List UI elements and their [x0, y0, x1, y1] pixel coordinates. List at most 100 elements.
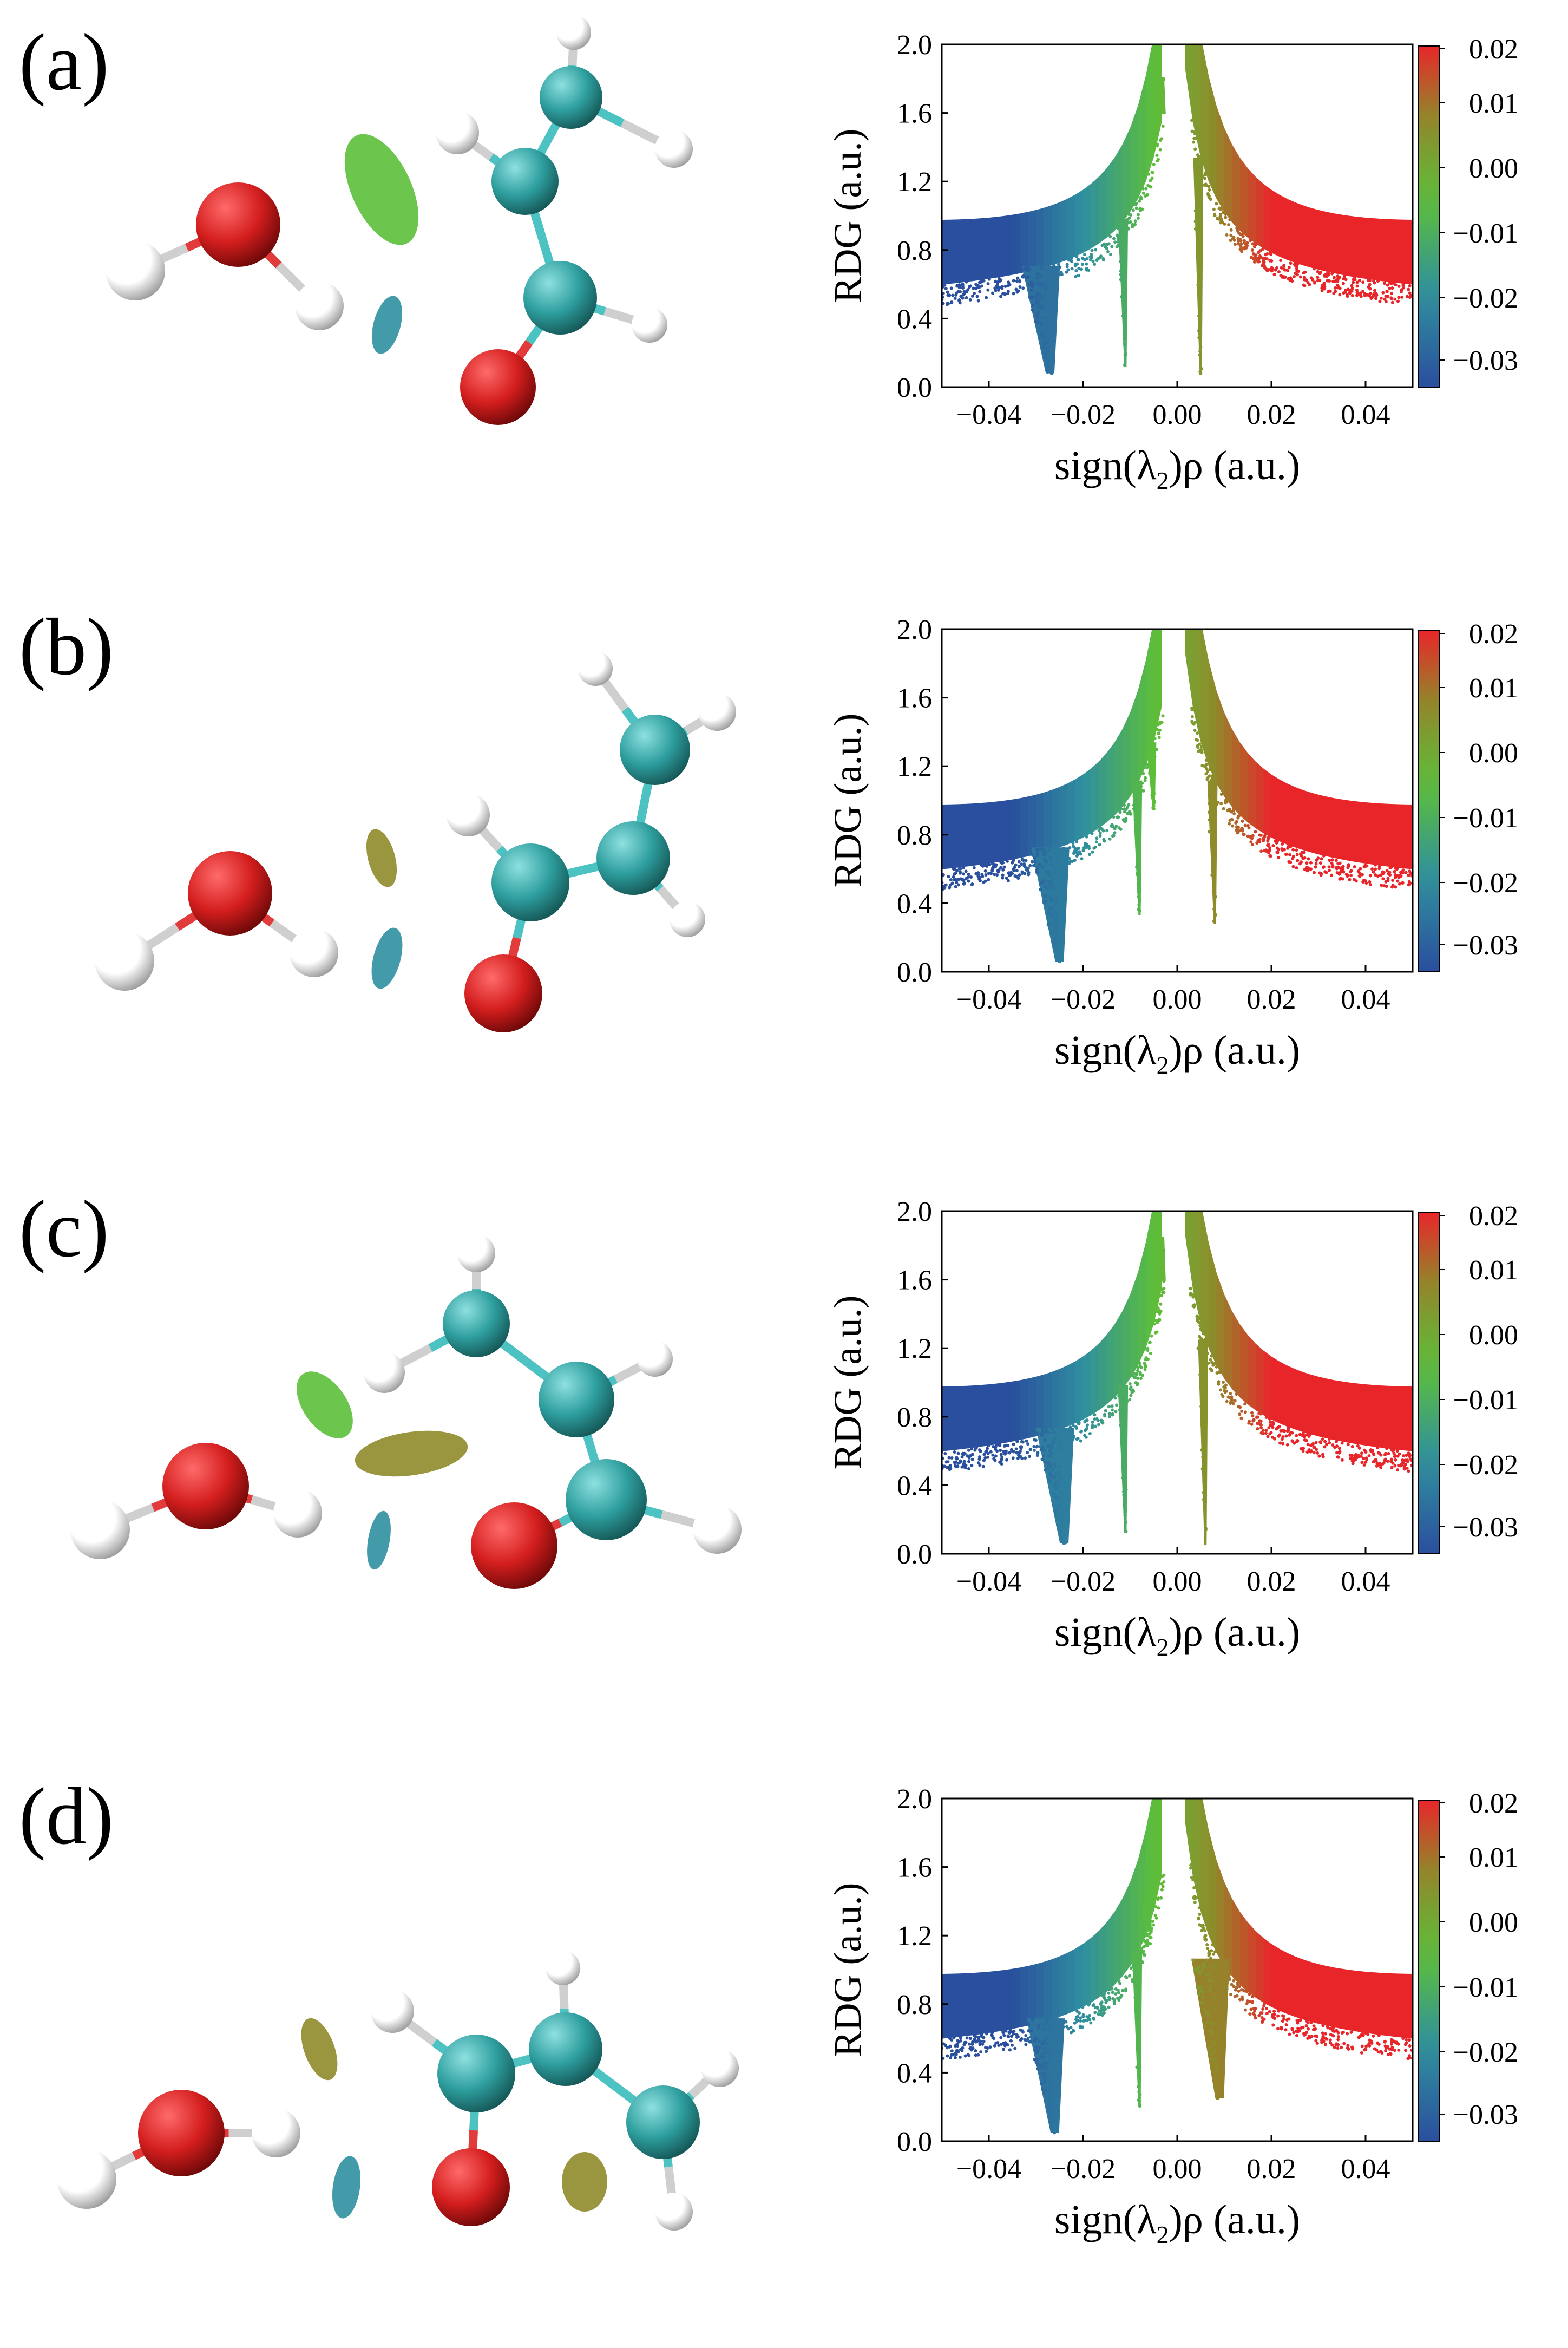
rdg-point: [1147, 1856, 1152, 1860]
rdg-point: [1136, 1369, 1139, 1372]
rdg-point: [1397, 296, 1401, 299]
rdg-point: [1197, 1317, 1201, 1321]
rdg-point: [1228, 819, 1232, 822]
panel-label: (b): [19, 602, 114, 692]
rdg-band-segment: [1052, 202, 1060, 266]
rdg-point: [1321, 2035, 1325, 2038]
rdg-point: [1050, 899, 1054, 903]
rdg-point: [1311, 2027, 1315, 2031]
rdg-point: [1211, 859, 1215, 863]
rdg-scatter-plot: 0.00.40.81.21.62.0−0.04 −0.02 0.00 0.02 0.04…: [826, 30, 1518, 494]
rdg-point: [1387, 1451, 1390, 1455]
rdg-point: [986, 1452, 990, 1456]
rdg-point: [1336, 2046, 1340, 2050]
rdg-point: [1091, 1421, 1094, 1424]
rdg-point: [981, 874, 985, 878]
rdg-point: [994, 279, 998, 283]
rdg-point: [1236, 1983, 1239, 1986]
x-tick-label: −0.04: [956, 984, 1021, 1015]
rdg-point: [1229, 239, 1232, 243]
rdg-point: [1208, 1989, 1212, 1993]
rdg-band-segment: [1185, 1798, 1193, 1878]
rdg-point: [1232, 812, 1236, 816]
rdg-point: [1062, 1497, 1066, 1501]
rdg-band-segment: [973, 218, 981, 282]
rdg-point: [1136, 852, 1140, 856]
panel-label: (a): [19, 17, 109, 107]
rdg-point: [1041, 2062, 1046, 2066]
colorbar-tick-label: −0.03: [1453, 1512, 1518, 1543]
y-tick-label: 0.4: [897, 304, 932, 335]
rdg-point: [1058, 1496, 1062, 1500]
rdg-point: [1313, 281, 1317, 285]
rdg-point: [1206, 193, 1210, 197]
rdg-point: [1353, 865, 1356, 869]
y-tick-label: 2.0: [897, 1196, 932, 1227]
rdg-point: [1117, 225, 1121, 228]
rdg-point: [1189, 1287, 1192, 1291]
rdg-point: [1103, 1414, 1107, 1418]
rdg-point: [1143, 1362, 1146, 1365]
rdg-point: [1079, 2016, 1082, 2020]
rdg-point: [955, 869, 959, 873]
rdg-point: [1350, 286, 1354, 290]
rdg-point: [1289, 261, 1293, 265]
rdg-point: [1281, 848, 1284, 852]
rdg-point: [1050, 2120, 1054, 2124]
rdg-point: [1138, 208, 1142, 212]
rdg-point: [1123, 1444, 1126, 1448]
rdg-point: [1315, 2042, 1319, 2045]
rdg-point: [1191, 1304, 1195, 1308]
rdg-spike: [1021, 265, 1060, 374]
panel-c: (c) 0.0 0.4 0.8 1.2 1.6 2.0 −0.04 −0.02 0.00 0.02 0…: [0, 1167, 1568, 1708]
rdg-point: [1405, 1453, 1408, 1457]
hydrogen-atom: [290, 928, 338, 977]
rdg-point: [959, 295, 963, 298]
rdg-point: [1360, 2044, 1364, 2048]
rdg-point: [1375, 2048, 1379, 2052]
rdg-point: [1149, 179, 1152, 182]
y-axis-label: RDG (a.u.): [826, 714, 869, 888]
rdg-point: [1254, 2016, 1257, 2020]
rdg-point: [1054, 860, 1059, 864]
hydrogen-atom: [371, 1990, 414, 2033]
rdg-point: [947, 1456, 951, 1460]
rdg-band-segment: [1357, 1383, 1366, 1446]
rdg-point: [1210, 783, 1215, 787]
rdg-point: [1208, 768, 1212, 771]
rdg-point: [1153, 737, 1157, 741]
rdg-band-segment: [989, 801, 997, 864]
rdg-band-segment: [1020, 796, 1028, 858]
rdg-point: [1129, 213, 1133, 217]
rdg-point: [1276, 2027, 1280, 2031]
rdg-point: [1323, 1445, 1327, 1449]
rdg-point: [1332, 291, 1336, 295]
rdg-point: [1152, 785, 1156, 789]
rdg-point: [1107, 2005, 1111, 2009]
rdg-point: [1211, 1363, 1215, 1367]
rdg-point: [1123, 291, 1127, 295]
rdg-point: [962, 2043, 966, 2046]
rdg-point: [1377, 2042, 1381, 2046]
rdg-point: [1054, 2097, 1058, 2102]
rdg-point: [1378, 299, 1382, 303]
rdg-point: [1054, 2129, 1058, 2133]
rdg-point: [1282, 267, 1286, 271]
rdg-point: [995, 873, 999, 877]
rdg-point: [1295, 853, 1299, 856]
rdg-band-segment: [1310, 792, 1318, 855]
rdg-point: [943, 1464, 947, 1468]
rdg-point: [985, 2050, 988, 2053]
rdg-point: [1212, 884, 1216, 888]
rdg-point: [1320, 286, 1324, 290]
rdg-point: [1152, 807, 1156, 811]
rdg-band-segment: [1209, 1829, 1217, 1953]
rdg-point: [1005, 1458, 1009, 1462]
rdg-point: [1041, 2042, 1045, 2046]
rdg-scatter-plot: 0.00.40.81.21.62.0−0.04 −0.02 0.00 0.02 0.04…: [826, 1196, 1518, 1661]
rdg-point: [1232, 808, 1236, 812]
rdg-point: [1107, 1996, 1111, 1999]
rdg-band-segment: [1153, 1798, 1162, 1912]
rdg-point: [1048, 357, 1052, 361]
rdg-point: [1053, 1436, 1057, 1440]
